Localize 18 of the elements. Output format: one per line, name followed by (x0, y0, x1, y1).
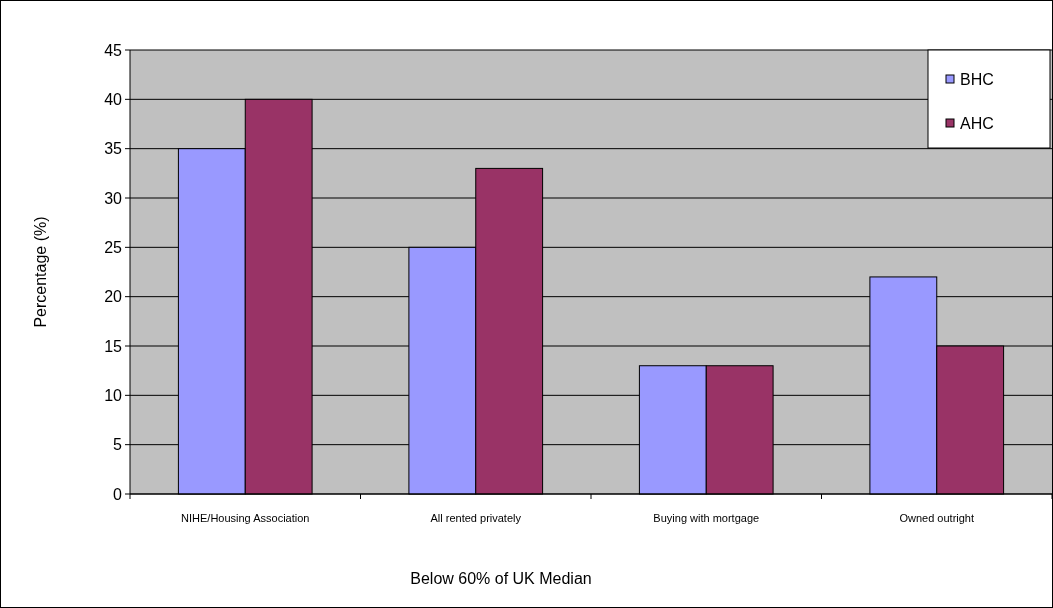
y-axis-title: Percentage (%) (32, 216, 49, 328)
legend-label: AHC (960, 114, 994, 132)
y-tick-label: 20 (104, 288, 123, 306)
x-tick-label: Buying with mortgage (653, 512, 760, 524)
x-tick-label: All rented privately (430, 512, 522, 524)
y-tick-label: 30 (104, 189, 123, 207)
y-tick-label: 40 (104, 90, 123, 108)
y-tick-label: 0 (113, 485, 123, 503)
x-axis-title: Below 60% of UK Median (410, 570, 592, 587)
y-tick-label: 5 (113, 436, 123, 454)
y-tick-label: 15 (104, 337, 123, 355)
legend-label: BHC (960, 70, 994, 88)
y-tick-label: 35 (104, 140, 123, 158)
y-tick-label: 45 (104, 41, 123, 59)
x-tick-label: Owned outright (899, 512, 975, 524)
y-tick-label: 25 (104, 238, 123, 256)
y-tick-label: 10 (104, 386, 123, 404)
x-tick-label: NIHE/Housing Association (181, 512, 310, 524)
